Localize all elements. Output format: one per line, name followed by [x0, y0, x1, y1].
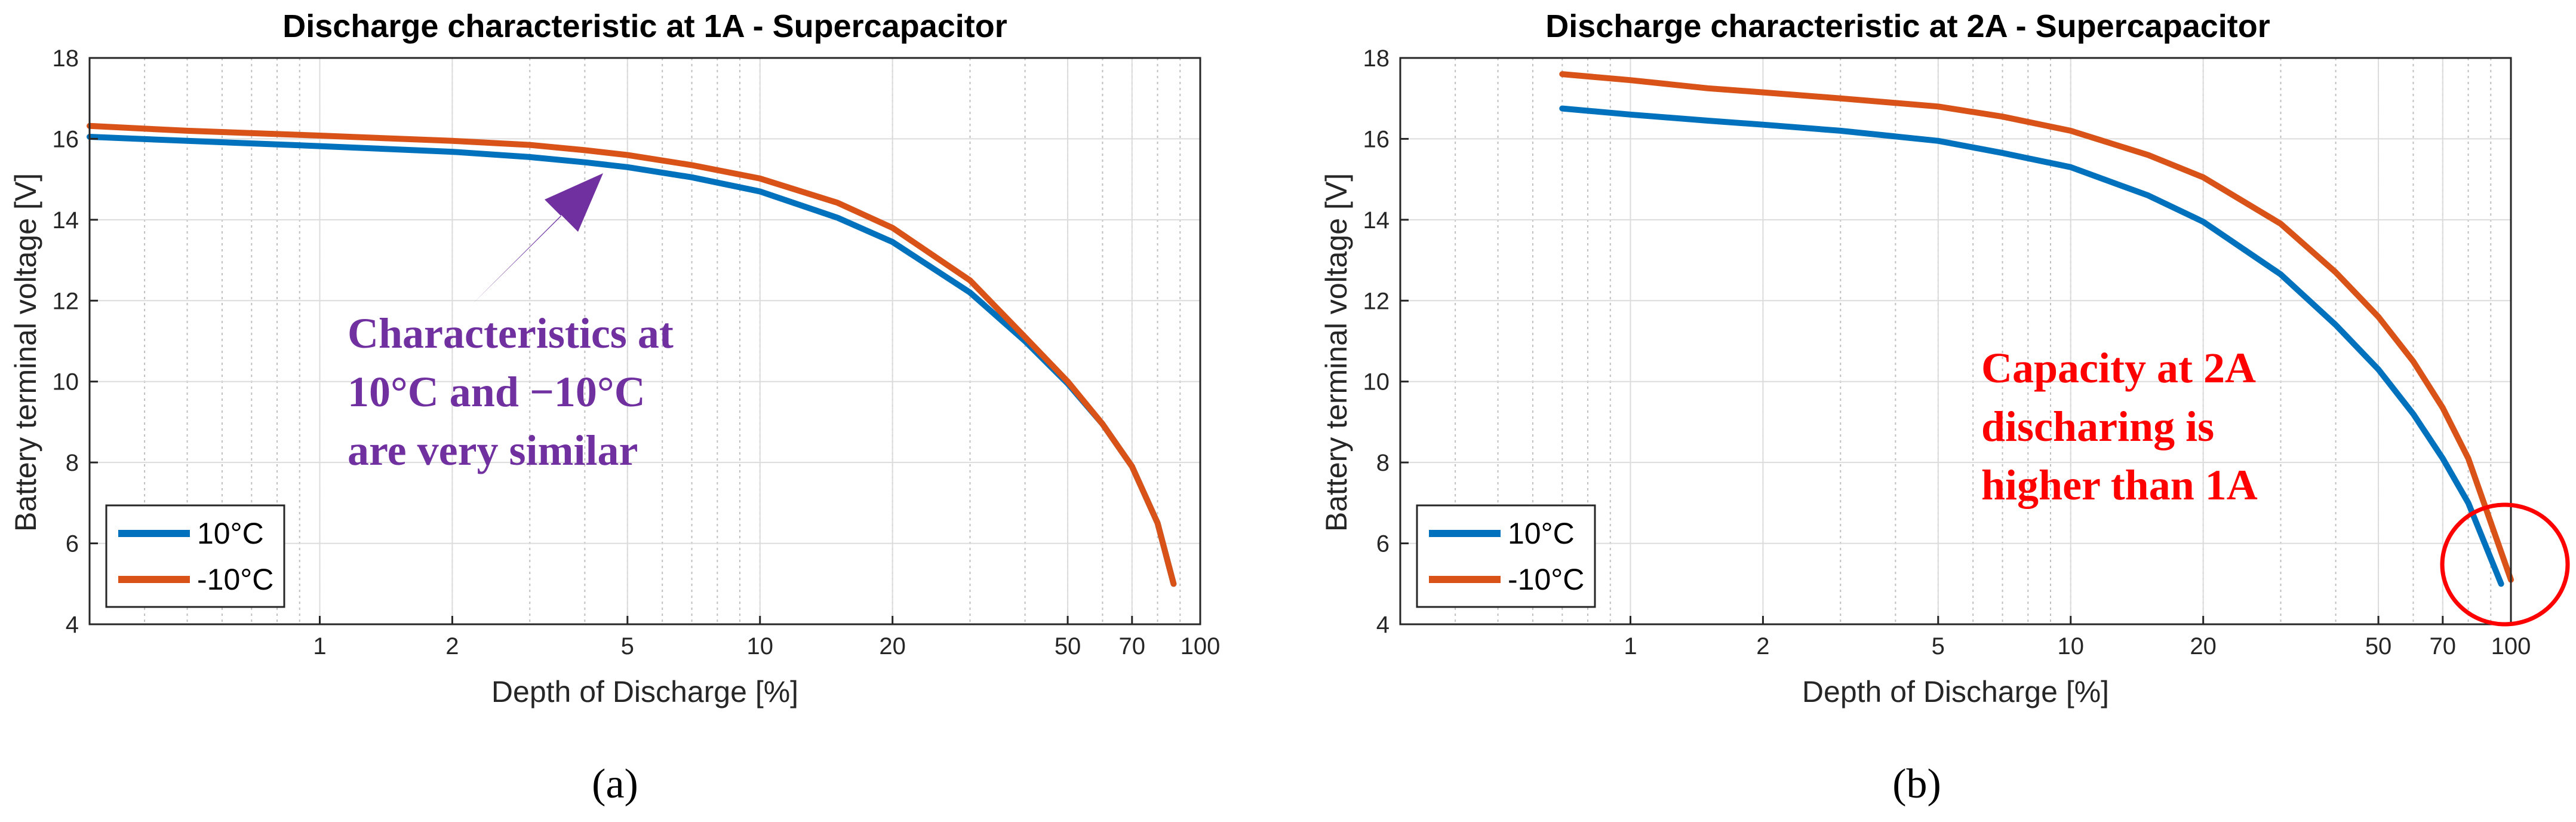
y-axis-label: Battery terminal voltage [V] — [1320, 173, 1353, 532]
legend-box — [105, 504, 285, 608]
series-line-minus10c — [1559, 71, 2514, 583]
panel-label: (a) — [592, 761, 638, 807]
x-tick-label: 70 — [1119, 633, 1146, 660]
x-tick-label: 70 — [2430, 633, 2457, 660]
x-tick-label: 20 — [2190, 633, 2217, 660]
y-tick-label: 4 — [1376, 612, 1390, 638]
x-tick-label: 2 — [1756, 633, 1769, 660]
chart-title: Discharge characteristic at 2A - Superca… — [1545, 8, 2270, 44]
x-tick-label: 20 — [879, 633, 906, 660]
y-tick-label: 16 — [1363, 126, 1390, 152]
x-tick-label: 1 — [1624, 633, 1637, 660]
annotation-line-3: are very similar — [348, 427, 638, 474]
x-tick-label: 50 — [2365, 633, 2392, 660]
x-tick-label: 1 — [313, 633, 326, 660]
axes-box — [1399, 57, 2512, 625]
axes-box — [88, 57, 1201, 625]
legend-label-10c: 10°C — [1508, 517, 1575, 550]
annotation-line-1: Capacity at 2A — [1981, 344, 2256, 392]
legend: 10°C -10°C — [105, 504, 285, 608]
x-tick-label: 5 — [1932, 633, 1945, 660]
y-tick-label: 14 — [1363, 207, 1390, 234]
y-tick-label: 14 — [53, 207, 79, 234]
panel-label: (b) — [1892, 761, 1941, 807]
x-tick-label: 100 — [2491, 633, 2531, 660]
legend: 10°C -10°C — [1416, 504, 1596, 608]
annotation-arrow — [472, 173, 603, 305]
chart-panel-b: Discharge characteristic at 2A - Superca… — [1320, 8, 2570, 807]
annotation-line-3: higher than 1A — [1981, 461, 2258, 509]
annotation-line-2: 10°C and −10°C — [348, 368, 645, 416]
chart-panel-a: Discharge characteristic at 1A - Superca… — [9, 8, 1220, 807]
legend-label-minus10c: -10°C — [197, 563, 273, 596]
x-tick-label: 10 — [746, 633, 773, 660]
y-tick-label: 18 — [53, 45, 79, 72]
x-axis-label: Depth of Discharge [%] — [491, 675, 798, 708]
legend-label-10c: 10°C — [197, 517, 264, 550]
x-tick-label: 2 — [445, 633, 459, 660]
highlight-circle — [2440, 502, 2570, 627]
x-axis-label: Depth of Discharge [%] — [1802, 675, 2109, 708]
series-line-minus10c — [87, 122, 1177, 587]
series-line-10c — [1559, 105, 2504, 587]
y-tick-label: 8 — [1376, 450, 1390, 476]
x-tick-label: 10 — [2057, 633, 2084, 660]
legend-label-minus10c: -10°C — [1508, 563, 1584, 596]
y-tick-label: 4 — [66, 612, 79, 638]
y-tick-label: 8 — [66, 450, 79, 476]
y-tick-label: 6 — [1376, 531, 1390, 557]
y-tick-label: 10 — [53, 369, 79, 395]
y-tick-label: 6 — [66, 531, 79, 557]
legend-box — [1416, 504, 1596, 608]
y-tick-label: 18 — [1363, 45, 1390, 72]
x-tick-label: 50 — [1055, 633, 1081, 660]
y-tick-label: 10 — [1363, 369, 1390, 395]
y-tick-label: 12 — [53, 288, 79, 314]
x-tick-label: 100 — [1181, 633, 1221, 660]
x-tick-label: 5 — [621, 633, 634, 660]
annotation-line-1: Characteristics at — [348, 309, 674, 357]
y-tick-label: 16 — [53, 126, 79, 152]
y-axis-label: Battery terminal voltage [V] — [9, 173, 42, 532]
annotation-line-2: discharing is — [1981, 403, 2214, 450]
chart-title: Discharge characteristic at 1A - Superca… — [282, 8, 1007, 44]
y-tick-label: 12 — [1363, 288, 1390, 314]
